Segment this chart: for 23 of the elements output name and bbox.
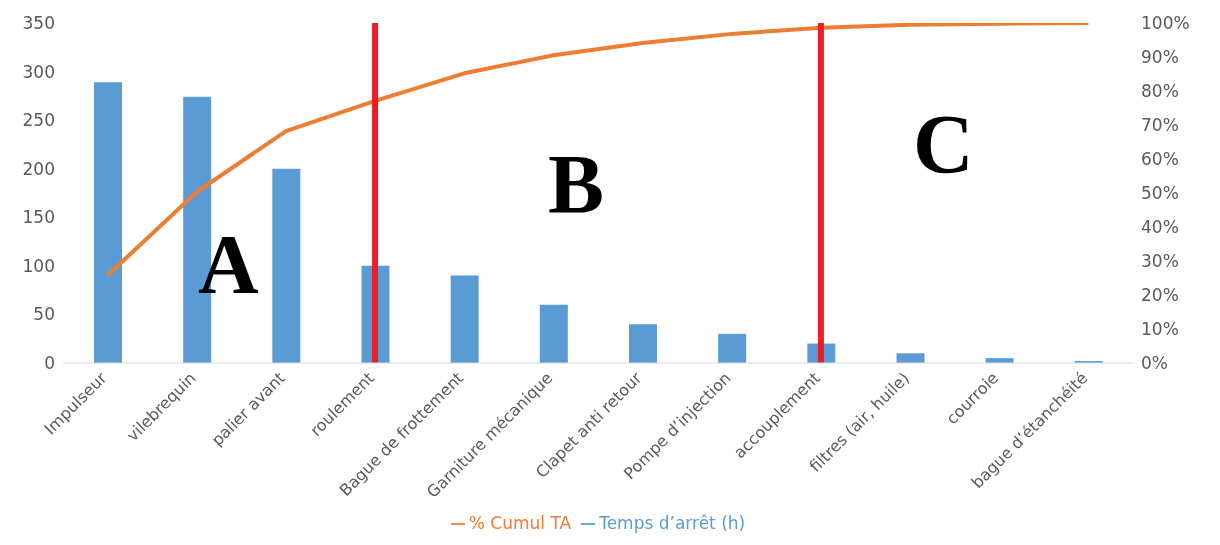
y-tick-label: 250 bbox=[22, 110, 55, 131]
y-tick-label: 200 bbox=[22, 158, 55, 179]
y2-tick-label: 80% bbox=[1141, 81, 1179, 102]
y-tick-label: 100 bbox=[22, 255, 55, 276]
y2-tick-label: 70% bbox=[1141, 115, 1179, 136]
legend-label: % Cumul TA bbox=[468, 513, 572, 533]
annotation: C bbox=[913, 98, 974, 191]
y2-tick-label: 90% bbox=[1141, 47, 1179, 68]
y-tick-label: 150 bbox=[22, 207, 55, 228]
y2-tick-label: 0% bbox=[1141, 353, 1168, 374]
y-tick-label: 350 bbox=[22, 13, 55, 34]
y2-tick-label: 10% bbox=[1141, 319, 1179, 340]
y2-tick-label: 40% bbox=[1141, 217, 1179, 238]
y2-tick-label: 50% bbox=[1141, 183, 1179, 204]
y-tick-label: 0 bbox=[44, 353, 55, 374]
y-tick-label: 50 bbox=[33, 304, 55, 325]
annotation: B bbox=[548, 138, 605, 231]
y2-tick-label: 20% bbox=[1141, 285, 1179, 306]
y2-tick-label: 100% bbox=[1141, 13, 1190, 34]
y-tick-label: 300 bbox=[22, 61, 55, 82]
legend-label: Temps d’arrêt (h) bbox=[599, 513, 746, 533]
y2-tick-label: 30% bbox=[1141, 251, 1179, 272]
y2-tick-label: 60% bbox=[1141, 149, 1179, 170]
